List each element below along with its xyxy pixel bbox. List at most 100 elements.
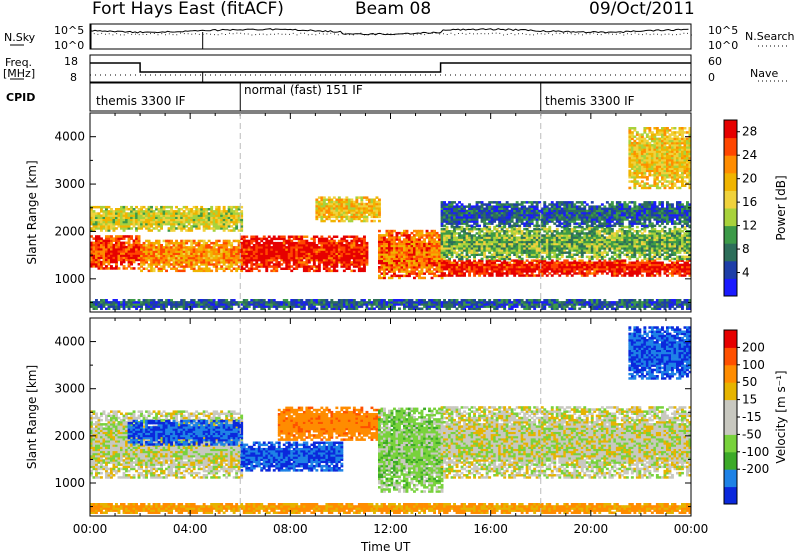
heatmap-cell bbox=[232, 254, 236, 258]
heatmap-cell bbox=[187, 208, 191, 211]
heatmap-cell bbox=[390, 244, 394, 248]
heatmap-cell bbox=[275, 254, 279, 258]
heatmap-cell bbox=[578, 263, 582, 267]
heatmap-cell bbox=[145, 258, 148, 262]
heatmap-cell bbox=[302, 265, 306, 268]
heatmap-cell bbox=[671, 265, 674, 269]
heatmap-cell bbox=[117, 250, 121, 253]
heatmap-cell bbox=[610, 274, 614, 277]
heatmap-cell bbox=[157, 258, 161, 262]
heatmap-cell bbox=[330, 200, 334, 204]
heatmap-cell bbox=[450, 267, 454, 271]
heatmap-cell bbox=[538, 263, 542, 267]
heatmap-cell bbox=[465, 242, 469, 246]
heatmap-cell bbox=[250, 258, 254, 262]
heatmap-cell bbox=[340, 256, 344, 260]
heatmap-cell bbox=[212, 246, 216, 249]
heatmap-cell bbox=[448, 238, 451, 242]
heatmap-cell bbox=[440, 263, 444, 267]
heatmap-cell bbox=[683, 232, 687, 235]
heatmap-cell bbox=[403, 255, 406, 258]
heatmap-cell bbox=[235, 252, 239, 255]
heatmap-cell bbox=[515, 236, 519, 239]
heatmap-cell bbox=[630, 236, 634, 239]
heatmap-cell bbox=[150, 256, 153, 260]
heatmap-cell bbox=[345, 196, 349, 199]
heatmap-cell bbox=[523, 270, 527, 273]
heatmap-cell bbox=[290, 258, 294, 262]
heatmap-cell bbox=[222, 212, 226, 215]
heatmap-cell bbox=[185, 216, 189, 219]
heatmap-cell bbox=[658, 238, 662, 242]
heatmap-cell bbox=[357, 261, 361, 264]
heatmap-cell bbox=[120, 214, 123, 217]
heatmap-cell bbox=[533, 227, 537, 231]
heatmap-cell bbox=[332, 265, 336, 268]
heatmap-cell bbox=[398, 268, 401, 271]
heatmap-cell bbox=[448, 232, 451, 235]
heatmap-cell bbox=[520, 234, 524, 237]
heatmap-cell bbox=[220, 216, 224, 219]
heatmap-cell bbox=[465, 238, 469, 242]
heatmap-cell bbox=[676, 259, 679, 262]
heatmap-cell bbox=[252, 239, 256, 243]
heatmap-cell bbox=[413, 253, 416, 256]
heatmap-cell bbox=[413, 270, 416, 273]
heatmap-cell bbox=[603, 230, 607, 233]
heatmap-cell bbox=[655, 247, 659, 250]
heatmap-cell bbox=[448, 272, 451, 275]
heatmap-cell bbox=[177, 241, 181, 245]
heatmap-cell bbox=[605, 238, 609, 242]
heatmap-cell bbox=[150, 258, 153, 262]
heatmap-cell bbox=[360, 202, 364, 206]
heatmap-cell bbox=[342, 211, 346, 214]
heatmap-cell bbox=[518, 238, 522, 242]
heatmap-cell bbox=[650, 249, 654, 252]
heatmap-cell bbox=[558, 232, 562, 235]
heatmap-cell bbox=[237, 265, 241, 268]
heatmap-cell bbox=[463, 265, 466, 269]
heatmap-cell bbox=[661, 240, 664, 244]
heatmap-cell bbox=[420, 257, 424, 260]
heatmap-cell bbox=[142, 225, 146, 228]
heatmap-cell bbox=[528, 238, 532, 242]
heatmap-cell bbox=[327, 239, 331, 243]
heatmap-cell bbox=[418, 229, 421, 233]
heatmap-cell bbox=[686, 265, 689, 269]
heatmap-cell bbox=[370, 211, 374, 214]
heatmap-cell bbox=[312, 265, 316, 268]
heatmap-cell bbox=[610, 238, 614, 242]
heatmap-cell bbox=[285, 254, 289, 258]
heatmap-cell bbox=[390, 238, 394, 241]
heatmap-cell bbox=[528, 247, 532, 250]
heatmap-cell bbox=[638, 234, 642, 237]
heatmap-cell bbox=[513, 253, 517, 256]
heatmap-cell bbox=[418, 234, 421, 237]
heatmap-cell bbox=[563, 242, 567, 246]
heatmap-cell bbox=[210, 250, 214, 253]
heatmap-cell bbox=[145, 222, 148, 226]
heatmap-cell bbox=[342, 252, 346, 255]
heatmap-cell bbox=[676, 232, 679, 235]
heatmap-cell bbox=[282, 267, 286, 270]
heatmap-cell bbox=[330, 237, 334, 241]
heatmap-cell bbox=[267, 256, 271, 260]
heatmap-cell bbox=[610, 234, 614, 237]
heatmap-cell bbox=[638, 242, 642, 246]
heatmap-cell bbox=[170, 214, 173, 217]
heatmap-cell bbox=[600, 240, 604, 244]
heatmap-cell bbox=[190, 225, 194, 228]
heatmap-cell bbox=[275, 244, 279, 247]
heatmap-cell bbox=[197, 210, 201, 213]
heatmap-cell bbox=[515, 251, 519, 254]
heatmap-cell bbox=[563, 265, 567, 269]
heatmap-cell bbox=[197, 244, 201, 247]
heatmap-cell bbox=[500, 240, 504, 244]
heatmap-cell bbox=[508, 249, 512, 252]
heatmap-cell bbox=[453, 251, 456, 254]
heatmap-cell bbox=[580, 272, 584, 275]
heatmap-cell bbox=[645, 265, 649, 269]
heatmap-cell bbox=[673, 270, 677, 273]
heatmap-cell bbox=[120, 237, 123, 240]
heatmap-cell bbox=[573, 242, 577, 246]
